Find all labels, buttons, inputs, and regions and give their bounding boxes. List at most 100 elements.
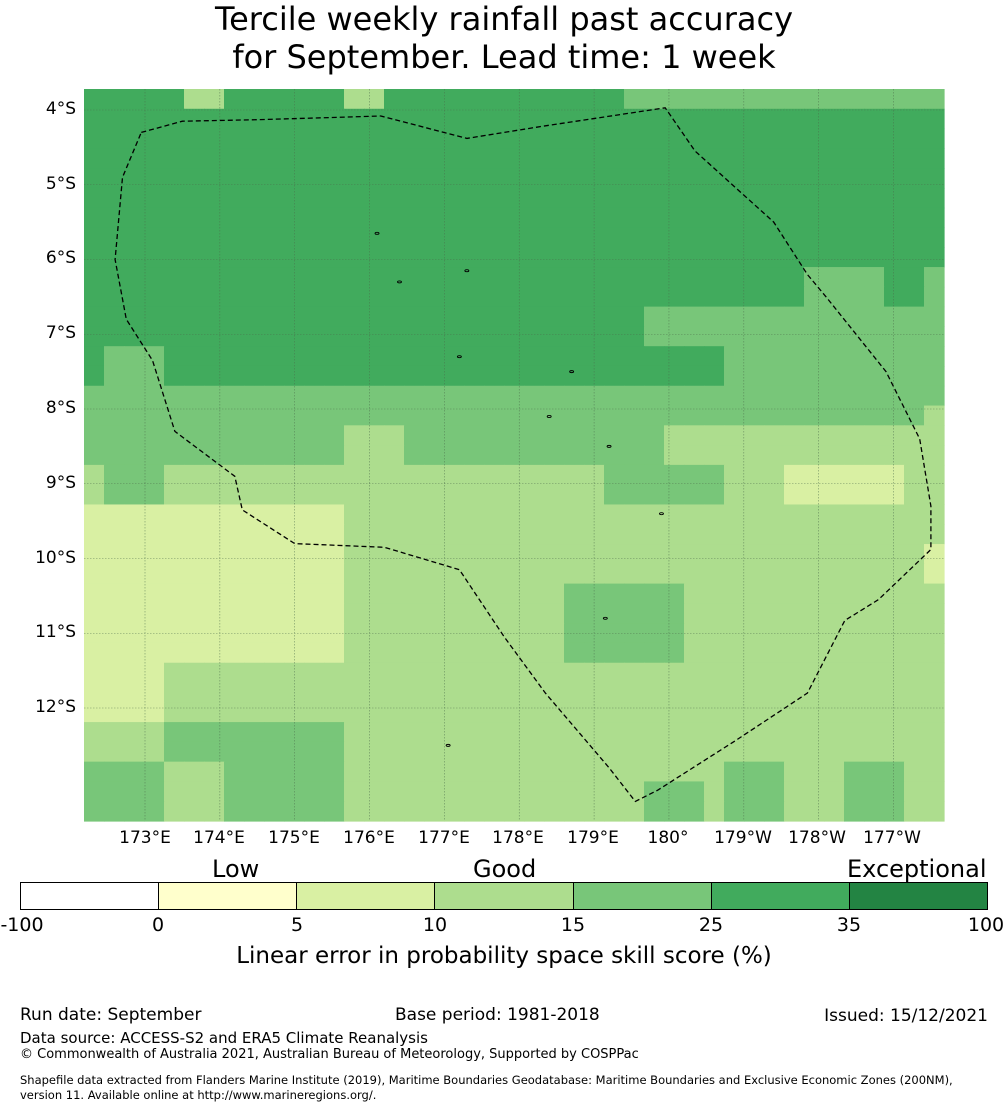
skill-cell: [84, 405, 105, 426]
skill-cell: [724, 346, 745, 367]
skill-cell: [224, 227, 245, 248]
skill-cell: [724, 722, 745, 743]
skill-cell: [404, 524, 425, 545]
skill-cell: [424, 603, 445, 624]
skill-cell: [624, 168, 645, 189]
skill-cell: [104, 682, 125, 703]
skill-cell: [144, 682, 165, 703]
skill-cell: [404, 385, 425, 407]
skill-cell: [844, 761, 865, 783]
skill-cell: [304, 227, 325, 248]
skill-cell: [744, 346, 765, 367]
skill-cell: [344, 642, 365, 664]
skill-cell: [604, 425, 625, 446]
skill-cell: [524, 741, 545, 763]
skill-cell: [684, 346, 705, 367]
skill-cell: [84, 385, 105, 407]
skill-cell: [404, 761, 425, 783]
skill-cell: [184, 445, 205, 466]
skill-cell: [444, 247, 465, 268]
skill-cell: [884, 128, 905, 149]
skill-cell: [84, 89, 105, 110]
skill-cell: [204, 781, 225, 802]
skill-cell: [104, 761, 125, 783]
skill-cell: [444, 662, 465, 684]
skill-cell: [404, 484, 425, 506]
skill-cell: [364, 445, 385, 466]
skill-cell: [924, 583, 945, 604]
skill-cell: [204, 148, 225, 169]
skill-cell: [84, 108, 105, 130]
skill-cell: [404, 227, 425, 248]
skill-cell: [704, 326, 725, 347]
skill-cell: [804, 642, 825, 664]
skill-cell: [584, 425, 605, 446]
skill-cell: [704, 247, 725, 268]
skill-cell: [484, 563, 505, 585]
skill-cell: [544, 642, 565, 664]
skill-cell: [84, 445, 105, 466]
skill-cell: [904, 306, 925, 327]
skill-cell: [104, 544, 125, 565]
skill-cell: [204, 187, 225, 209]
skill-cell: [804, 227, 825, 248]
skill-cell: [464, 702, 485, 723]
skill-cell: [744, 207, 765, 229]
skill-cell: [644, 306, 665, 327]
skill-cell: [104, 148, 125, 169]
skill-cell: [464, 464, 485, 486]
skill-cell: [624, 445, 645, 466]
skill-cell: [324, 168, 345, 189]
skill-cell: [684, 702, 705, 723]
skill-cell: [744, 504, 765, 525]
skill-cell: [704, 544, 725, 565]
skill-cell: [344, 741, 365, 763]
skill-cell: [164, 583, 185, 604]
skill-cell: [224, 504, 245, 525]
skill-cell: [324, 642, 345, 664]
skill-cell: [624, 306, 645, 327]
skill-cell: [744, 544, 765, 565]
skill-cell: [664, 682, 685, 703]
skill-cell: [484, 583, 505, 604]
skill-cell: [924, 464, 945, 486]
skill-cell: [424, 464, 445, 486]
skill-cell: [524, 148, 545, 169]
skill-cell: [504, 583, 525, 604]
skill-cell: [304, 642, 325, 664]
skill-cell: [884, 603, 905, 624]
skill-cell: [484, 267, 505, 288]
skill-cell: [104, 207, 125, 229]
skill-cell: [144, 306, 165, 327]
skill-cell: [424, 801, 445, 822]
skill-cell: [304, 781, 325, 802]
skill-cell: [604, 445, 625, 466]
skill-cell: [784, 623, 805, 644]
skill-cell: [164, 544, 185, 565]
skill-cell: [404, 702, 425, 723]
skill-cell: [804, 187, 825, 209]
skill-cell: [704, 148, 725, 169]
skill-cell: [424, 346, 445, 367]
skill-cell: [544, 385, 565, 407]
skill-cell: [464, 603, 485, 624]
skill-cell: [584, 128, 605, 149]
skill-cell: [584, 227, 605, 248]
skill-cell: [184, 524, 205, 545]
skill-cell: [764, 504, 785, 525]
chart-title-line-2: for September. Lead time: 1 week: [232, 38, 776, 76]
skill-cell: [324, 484, 345, 506]
skill-cell: [684, 504, 705, 525]
skill-cell: [324, 741, 345, 763]
skill-cell: [684, 108, 705, 130]
skill-cell: [364, 365, 385, 387]
skill-cell: [844, 365, 865, 387]
skill-cell: [124, 484, 145, 506]
skill-cell: [724, 425, 745, 446]
skill-cell: [284, 484, 305, 506]
skill-cell: [344, 227, 365, 248]
skill-cell: [484, 286, 505, 308]
skill-cell: [184, 148, 205, 169]
skill-cell: [164, 306, 185, 327]
skill-cell: [824, 148, 845, 169]
